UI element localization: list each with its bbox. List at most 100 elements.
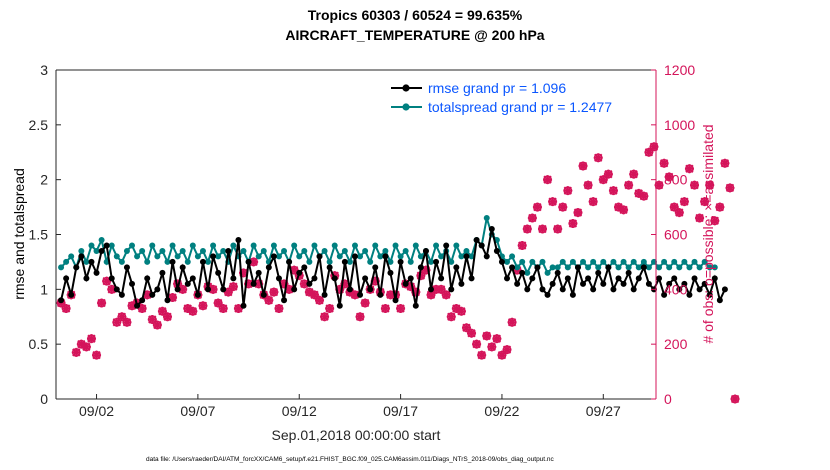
rmse-point (291, 286, 298, 293)
obs-assimilated-point (102, 276, 112, 286)
rmse-point (509, 264, 516, 271)
legend-box (388, 74, 654, 118)
totalspread-point (154, 253, 161, 260)
totalspread-point (78, 247, 85, 254)
totalspread-point (321, 247, 328, 254)
totalspread-point (174, 253, 181, 260)
obs-assimilated-point (284, 284, 294, 294)
obs-assimilated-point (385, 290, 395, 300)
rmse-point (357, 291, 364, 298)
totalspread-point (453, 242, 460, 249)
rmse-point (574, 264, 581, 271)
x-tick-label: 09/22 (484, 403, 519, 419)
rmse-series (58, 226, 728, 309)
obs-assimilated-point (492, 334, 502, 344)
obs-assimilated-point (299, 279, 309, 289)
rmse-point (230, 275, 237, 282)
rmse-point (235, 236, 242, 243)
obs-assimilated-point (629, 169, 639, 179)
rmse-point (306, 280, 313, 287)
totalspread-series (58, 215, 718, 276)
obs-assimilated-point (71, 347, 81, 357)
totalspread-point (580, 258, 587, 265)
rmse-point (58, 297, 65, 304)
totalspread-point (458, 253, 465, 260)
totalspread-point (706, 264, 713, 271)
rmse-point (346, 286, 353, 293)
rmse-point (118, 291, 125, 298)
x-tick-label: 09/07 (180, 403, 215, 419)
rmse-point (174, 286, 181, 293)
totalspread-point (118, 258, 125, 265)
totalspread-point (179, 247, 186, 254)
obs-assimilated-point (269, 287, 279, 297)
obs-assimilated-point (441, 290, 451, 300)
rmse-point (250, 280, 257, 287)
totalspread-point (519, 258, 526, 265)
obs-assimilated-point (264, 295, 274, 305)
rmse-point (407, 275, 414, 282)
totalspread-point (433, 242, 440, 249)
obs-assimilated-point (563, 186, 573, 196)
totalspread-point (382, 247, 389, 254)
rmse-point (311, 275, 318, 282)
obs-assimilated-point (644, 147, 654, 157)
rmse-point (392, 297, 399, 304)
totalspread-point (656, 264, 663, 271)
totalspread-point (134, 253, 141, 260)
rmse-point (367, 286, 374, 293)
left-tick-label: 1.5 (29, 227, 49, 243)
totalspread-point (362, 247, 369, 254)
rmse-point (448, 286, 455, 293)
obs-assimilated-point (472, 339, 482, 349)
legend: rmse grand pr = 1.096 totalspread grand … (388, 74, 654, 118)
rmse-point (108, 275, 115, 282)
rmse-point (103, 242, 110, 249)
rmse-point (336, 302, 343, 309)
totalspread-point (635, 264, 642, 271)
totalspread-point (676, 264, 683, 271)
rmse-point (149, 291, 156, 298)
x-tick-label: 09/12 (282, 403, 317, 419)
obs-assimilated-point (309, 290, 319, 300)
y-axis-label: rmse and totalspread (11, 168, 27, 300)
rmse-point (524, 286, 531, 293)
series-layer (56, 142, 740, 404)
obs-assimilated-point (502, 345, 512, 355)
obs-assimilated-point (467, 328, 477, 338)
obs-assimilated-point (705, 180, 715, 190)
totalspread-point (68, 253, 75, 260)
rmse-point (225, 247, 232, 254)
obs-assimilated-point (456, 306, 466, 316)
obs-assimilated-point (598, 175, 608, 185)
rmse-point (301, 264, 308, 271)
totalspread-point (88, 242, 95, 249)
legend-item-rmse: rmse grand pr = 1.096 (391, 80, 566, 96)
obs-assimilated-point (396, 304, 406, 314)
rmse-point (564, 275, 571, 282)
rmse-point (326, 264, 333, 271)
obs-assimilated-point (416, 271, 426, 281)
rmse-point (681, 280, 688, 287)
obs-assimilated-point (122, 317, 132, 327)
totalspread-point (620, 258, 627, 265)
rmse-point (585, 275, 592, 282)
legend-item-totalspread: totalspread grand pr = 1.2477 (391, 99, 612, 115)
rmse-point (473, 236, 480, 243)
obs-assimilated-point (725, 183, 735, 193)
totalspread-point (463, 247, 470, 254)
rmse-point (544, 291, 551, 298)
obs-assimilated-point (244, 279, 254, 289)
totalspread-point (372, 242, 379, 249)
obs-assimilated-point (608, 186, 618, 196)
obs-assimilated-point (350, 290, 360, 300)
rmse-point (281, 297, 288, 304)
totalspread-point (255, 253, 262, 260)
totalspread-point (671, 258, 678, 265)
rmse-point (316, 253, 323, 260)
obs-assimilated-point (380, 304, 390, 314)
totalspread-point (220, 247, 227, 254)
obs-assimilated-point (477, 350, 487, 360)
obs-assimilated-point (279, 279, 289, 289)
obs-assimilated-point (178, 284, 188, 294)
